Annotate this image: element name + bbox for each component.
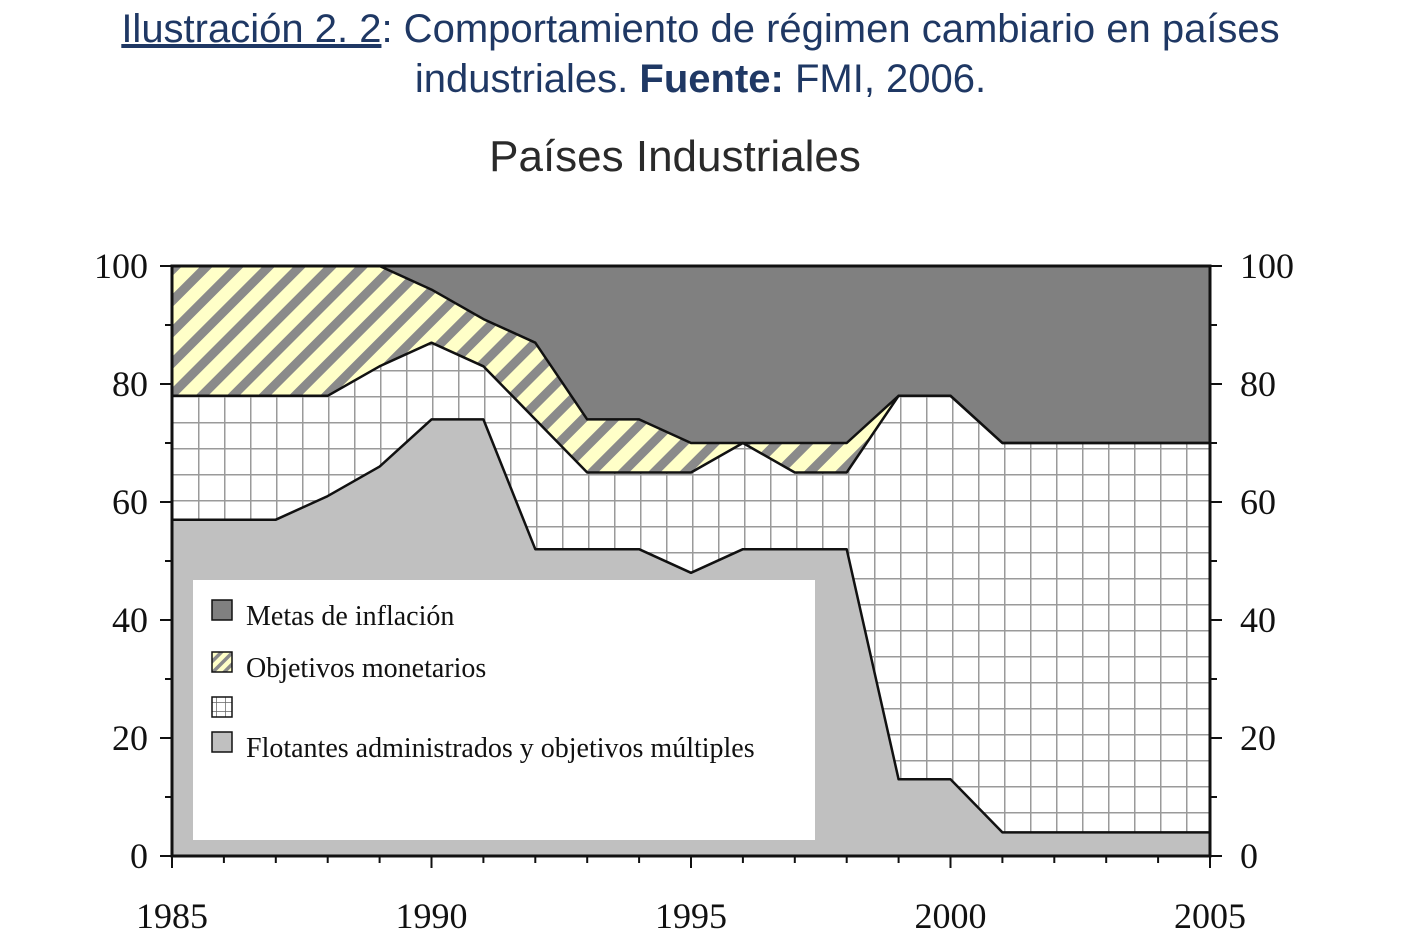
x-tick-label: 2005 bbox=[1174, 896, 1246, 936]
y-tick-label-right: 40 bbox=[1240, 600, 1276, 640]
caption-text-1: : Comportamiento de régimen cambiario en… bbox=[381, 7, 1280, 51]
legend-label-inflation: Metas de inflación bbox=[246, 601, 454, 632]
y-tick-label-left: 100 bbox=[94, 246, 148, 286]
caption-label: Ilustración 2. 2 bbox=[121, 7, 382, 51]
caption-line-1: Ilustración 2. 2: Comportamiento de régi… bbox=[0, 4, 1401, 54]
legend-swatch-grid bbox=[211, 696, 233, 718]
area-grid-regime bbox=[172, 342, 1210, 833]
y-tick-label-left: 0 bbox=[130, 836, 148, 876]
boundary-grid_top bbox=[172, 341, 1210, 474]
caption-text-2: industriales. bbox=[414, 57, 640, 101]
chart-title: Países Industriales bbox=[489, 132, 861, 181]
y-tick-label-left: 40 bbox=[112, 600, 148, 640]
y-tick-label-right: 20 bbox=[1240, 718, 1276, 758]
y-tick-label-left: 80 bbox=[112, 364, 148, 404]
y-tick-label-right: 100 bbox=[1240, 246, 1294, 286]
caption-line-2: industriales. Fuente: FMI, 2006. bbox=[0, 54, 1401, 104]
y-tick-label-left: 20 bbox=[112, 718, 148, 758]
x-tick-label: 1990 bbox=[396, 896, 468, 936]
y-tick-label-right: 80 bbox=[1240, 364, 1276, 404]
boundary-managed_top bbox=[172, 418, 1210, 834]
caption-source: FMI, 2006. bbox=[783, 57, 987, 101]
x-tick-label: 2000 bbox=[915, 896, 987, 936]
y-tick-label-left: 60 bbox=[112, 482, 148, 522]
y-tick-label-right: 0 bbox=[1240, 836, 1258, 876]
legend-label-managed: Flotantes administrados y objetivos múlt… bbox=[246, 733, 755, 764]
legend-swatch-monetary bbox=[211, 651, 233, 673]
legend-swatch-inflation bbox=[211, 599, 233, 621]
legend: Metas de inflación Objetivos monetarios Fl… bbox=[193, 580, 815, 840]
y-tick-label-right: 60 bbox=[1240, 482, 1276, 522]
legend-box bbox=[193, 580, 815, 840]
x-tick-label: 1995 bbox=[655, 896, 727, 936]
area-objetivos-monetarios bbox=[172, 266, 1210, 473]
area-metas-inflacion bbox=[172, 266, 1210, 443]
legend-label-monetary: Objetivos monetarios bbox=[246, 653, 486, 684]
legend-swatch-managed bbox=[211, 731, 233, 753]
axes: 1985 1990 1995 2000 2005 0 0 20 20 40 40 60 60 80 80 10… bbox=[94, 246, 1294, 936]
caption-source-label: Fuente: bbox=[639, 57, 784, 101]
x-tick-label: 1985 bbox=[136, 896, 208, 936]
figure-caption: Ilustración 2. 2: Comportamiento de régi… bbox=[0, 4, 1401, 104]
